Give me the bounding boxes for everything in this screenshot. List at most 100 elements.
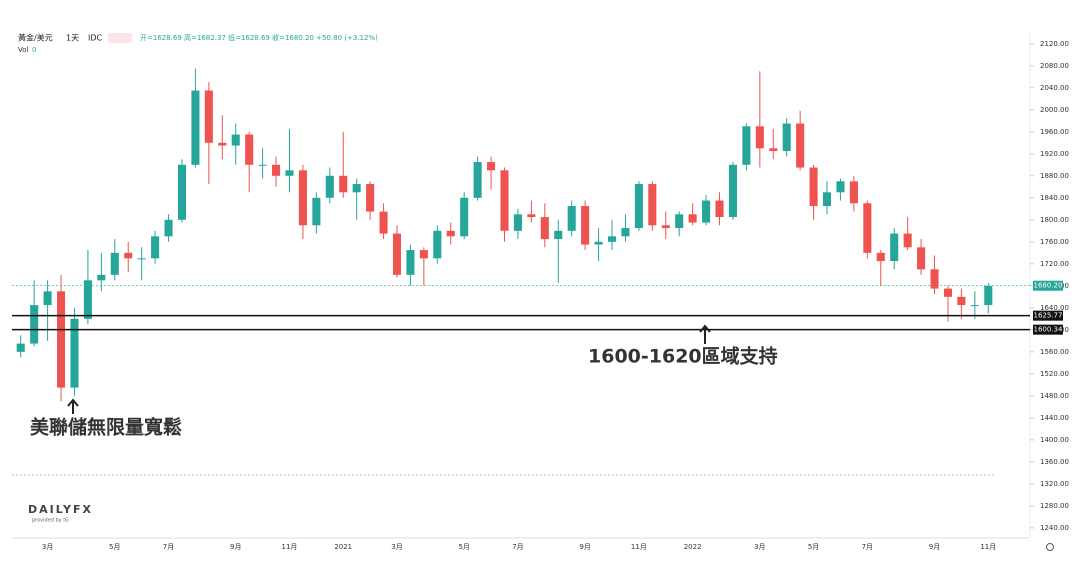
candle-body — [446, 230, 455, 237]
x-tick-label: 11月 — [631, 543, 647, 551]
candle-body — [876, 252, 885, 262]
x-tick-label: 5月 — [808, 543, 819, 551]
status-badge — [108, 33, 132, 43]
candle-body — [594, 241, 603, 245]
candle-body — [903, 233, 912, 248]
x-tick-label: 5月 — [109, 543, 120, 551]
candle-body — [567, 206, 576, 231]
x-tick-label: 9月 — [579, 543, 590, 551]
y-tick-label: 2120.00 — [1040, 40, 1069, 48]
candle-body — [57, 291, 66, 388]
candle-body — [822, 192, 832, 207]
candle-body — [298, 170, 307, 226]
y-tick-label: 1640.00 — [1040, 304, 1069, 312]
candle-body — [231, 134, 240, 146]
volume-label: Vol — [18, 46, 29, 54]
logo-subtitle: provided by IG — [32, 518, 69, 524]
candle-body — [957, 296, 966, 306]
interval[interactable]: 1天 — [66, 34, 79, 43]
source: IDC — [88, 34, 103, 43]
candle-body — [796, 123, 805, 168]
candle-body — [460, 197, 469, 237]
y-tick-label: 1240.00 — [1040, 524, 1069, 532]
candle-body — [634, 184, 643, 229]
candle-body — [917, 247, 926, 270]
candle-body — [702, 200, 711, 223]
price-tag — [1033, 310, 1063, 321]
x-tick-label: 2021 — [334, 543, 352, 551]
candle-body — [151, 236, 160, 259]
y-tick-label: 1320.00 — [1040, 480, 1069, 488]
y-tick-label: 1960.00 — [1040, 128, 1069, 136]
candle-body — [164, 219, 173, 237]
candle-body — [675, 214, 684, 229]
ohlc-readout: 开=1628.69 高=1682.37 低=1628.69 收=1680.20 … — [140, 33, 378, 42]
candle-body — [124, 252, 133, 259]
y-tick-label: 2080.00 — [1040, 62, 1069, 70]
candle-body — [849, 181, 858, 204]
y-tick-label: 1800.00 — [1040, 216, 1069, 224]
candle-body — [607, 236, 617, 242]
price-tag-label: 1625.77 — [1034, 312, 1063, 320]
candle-body — [419, 250, 428, 259]
candle-body — [272, 164, 281, 176]
symbol: 黃金/美元 — [18, 33, 53, 43]
candle-body — [339, 175, 348, 193]
candle-body — [392, 233, 402, 275]
candle-body — [809, 167, 818, 207]
candle-body — [473, 162, 482, 198]
candle-body — [554, 230, 563, 240]
annotation-arrowhead — [67, 398, 79, 407]
logo: DAILYFX — [28, 503, 93, 516]
candle-body — [83, 280, 92, 319]
y-tick-label: 1880.00 — [1040, 172, 1069, 180]
candle-body — [366, 184, 375, 212]
candle-body — [943, 288, 952, 297]
candle-body — [487, 162, 496, 171]
candle-body — [984, 285, 993, 306]
x-tick-label: 5月 — [458, 543, 469, 551]
x-tick-label: 3月 — [42, 543, 53, 551]
y-tick-label: 1720.00 — [1040, 260, 1069, 268]
candle-body — [191, 90, 200, 165]
y-tick-label: 2040.00 — [1040, 84, 1069, 92]
candle-body — [863, 203, 872, 253]
candle-body — [258, 164, 267, 166]
x-tick-label: 3月 — [391, 543, 402, 551]
y-tick-label: 1280.00 — [1040, 502, 1069, 510]
candle-body — [137, 258, 146, 260]
candle-body — [312, 197, 321, 226]
candle-body — [406, 250, 415, 275]
x-tick-label: 11月 — [980, 543, 996, 551]
candle-body — [688, 214, 697, 223]
settings-icon[interactable] — [1046, 543, 1054, 551]
y-tick-label: 1840.00 — [1040, 194, 1069, 202]
candle-body — [379, 211, 388, 234]
candle-body — [513, 214, 522, 231]
candle-body — [782, 123, 791, 152]
y-tick-label: 1400.00 — [1040, 436, 1069, 444]
candle-body — [177, 164, 187, 220]
candle-body — [755, 126, 764, 149]
candle-body — [16, 343, 25, 352]
x-tick-label: 7月 — [862, 543, 873, 551]
candle-body — [204, 90, 213, 143]
y-tick-label: 1360.00 — [1040, 458, 1069, 466]
x-tick-label: 2022 — [684, 543, 702, 551]
candle-body — [621, 228, 630, 237]
y-tick-label: 1440.00 — [1040, 414, 1069, 422]
x-tick-label: 11月 — [282, 543, 298, 551]
candle-body — [581, 206, 590, 245]
volume-value: 0 — [32, 46, 36, 54]
candle-body — [110, 252, 119, 275]
candle-body — [970, 305, 979, 307]
price-tag — [1033, 280, 1063, 291]
annotation: 美聯儲無限量寬鬆 — [30, 416, 182, 439]
candle-body — [30, 305, 39, 344]
candle-body — [836, 181, 845, 193]
candle-body — [218, 142, 227, 146]
candle-body — [527, 214, 536, 218]
y-tick-label: 1560.00 — [1040, 348, 1069, 356]
y-tick-label: 1760.00 — [1040, 238, 1069, 246]
y-tick-label: 1480.00 — [1040, 392, 1069, 400]
